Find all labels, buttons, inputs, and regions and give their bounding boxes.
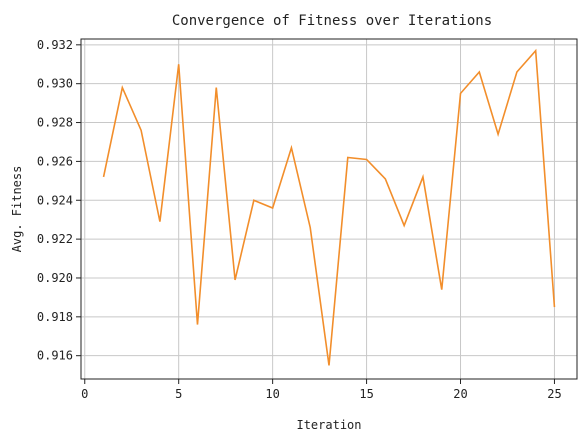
y-tick-label: 0.924 [37, 193, 73, 207]
plot-frame [80, 38, 578, 380]
y-tick-label: 0.922 [37, 232, 73, 246]
x-tick-label: 25 [547, 387, 561, 401]
x-tick-label: 0 [81, 387, 88, 401]
y-axis-ticks: 0.916 0.918 0.920 0.922 0.924 0.926 0.928 0.930… [37, 38, 81, 363]
y-tick-label: 0.926 [37, 154, 73, 168]
y-axis-label: Avg. Fitness [10, 166, 24, 253]
y-tick-label: 0.918 [37, 310, 73, 324]
grid-lines [81, 39, 577, 379]
y-tick-label: 0.932 [37, 38, 73, 52]
y-tick-label: 0.928 [37, 116, 73, 130]
chart-title: Convergence of Fitness over Iterations [172, 13, 492, 29]
y-tick-label: 0.930 [37, 77, 73, 91]
x-tick-label: 5 [175, 387, 182, 401]
x-tick-label: 10 [265, 387, 279, 401]
y-tick-label: 0.916 [37, 349, 73, 363]
y-tick-label: 0.920 [37, 271, 73, 285]
fitness-series-line [102, 48, 556, 366]
x-tick-label: 15 [359, 387, 373, 401]
series-layer [102, 48, 556, 366]
x-axis-ticks: 0 5 10 15 20 25 [81, 379, 562, 401]
x-tick-label: 20 [453, 387, 467, 401]
x-axis-label: Iteration [296, 418, 361, 432]
